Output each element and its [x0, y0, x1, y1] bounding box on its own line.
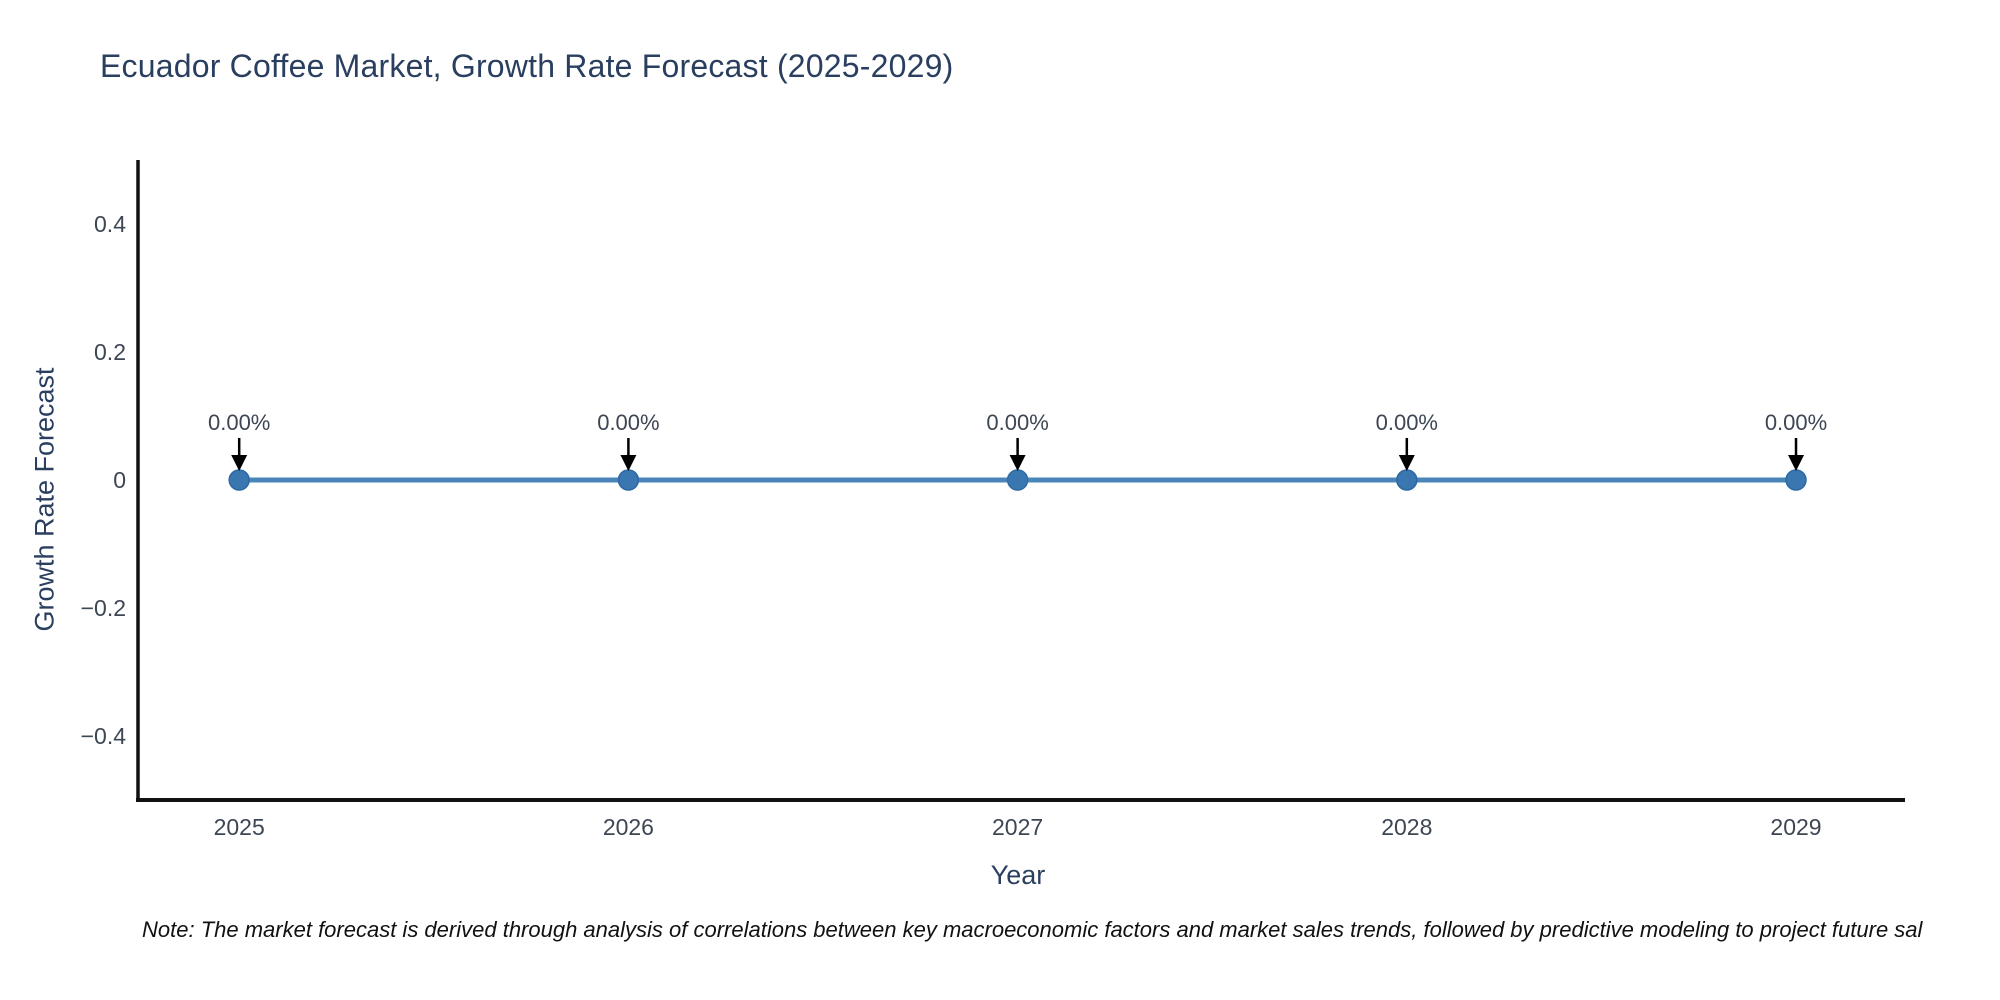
y-tick-label: 0 [113, 467, 126, 493]
data-point-marker [228, 469, 250, 491]
annotation-arrow-head [1398, 455, 1415, 471]
y-axis-title: Growth Rate Forecast [29, 367, 60, 632]
y-tick-label: −0.2 [81, 595, 126, 621]
annotation-label: 0.00% [986, 410, 1048, 435]
data-point-marker [1006, 469, 1029, 491]
annotation-arrow-head [1788, 455, 1805, 471]
annotation-label: 0.00% [208, 410, 270, 435]
footnote: Note: The market forecast is derived thr… [142, 917, 1923, 942]
data-point-marker [617, 469, 640, 491]
annotation-label: 0.00% [1376, 410, 1438, 435]
x-tick-label: 2025 [214, 814, 265, 840]
y-tick-label: 0.4 [94, 211, 126, 237]
x-axis-title: Year [990, 860, 1046, 890]
x-tick-label: 2027 [992, 814, 1043, 840]
data-point-marker [1396, 469, 1418, 491]
annotation-arrow-head [1009, 455, 1026, 471]
x-tick-label: 2028 [1381, 814, 1432, 840]
annotation-label: 0.00% [1765, 410, 1827, 435]
annotation-label: 0.00% [597, 410, 659, 435]
chart-title: Ecuador Coffee Market, Growth Rate Forec… [100, 48, 954, 84]
data-point-marker [1785, 469, 1807, 491]
x-tick-label: 2026 [603, 814, 654, 840]
y-tick-label: 0.2 [94, 339, 126, 365]
annotation-arrow-head [231, 455, 248, 471]
y-tick-label: −0.4 [81, 723, 127, 749]
annotation-arrow-head [620, 455, 637, 471]
x-tick-label: 2029 [1770, 814, 1821, 840]
